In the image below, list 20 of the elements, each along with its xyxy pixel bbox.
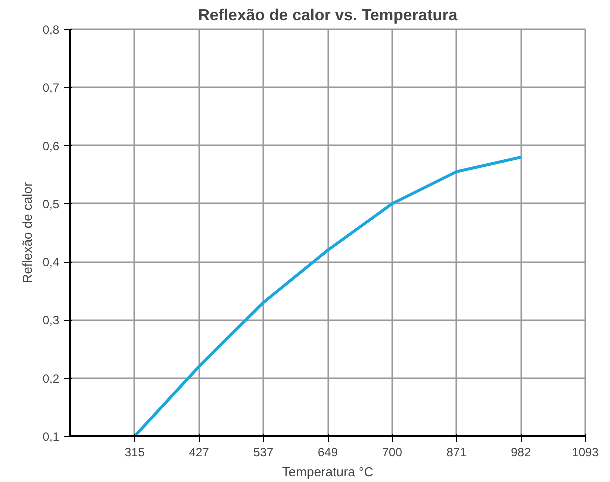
x-tick-label: 982: [511, 446, 532, 460]
x-tick-label: 649: [318, 446, 338, 460]
x-tick-label: 1093: [572, 446, 600, 460]
y-tick-label: 0,5: [42, 197, 60, 212]
x-tick-label: 537: [254, 446, 274, 460]
line-series: [133, 156, 523, 436]
y-tick-label: 0,2: [42, 372, 60, 386]
y-tick-label: 0,6: [42, 139, 60, 154]
x-tick-label: 871: [446, 446, 468, 460]
x-tick-label: 700: [382, 446, 403, 460]
y-tick-label: 0,4: [42, 256, 60, 270]
x-tick-label: 315: [124, 446, 146, 460]
y-tick-label: 0,3: [42, 314, 60, 328]
chart-title: Reflexão de calor vs. Temperatura: [198, 8, 458, 24]
y-tick-label: 0,7: [42, 81, 60, 96]
x-axis-title: Temperatura °C: [282, 464, 374, 480]
y-axis-title: Reflexão de calor: [20, 182, 35, 284]
y-tick-label: 0,1: [42, 430, 60, 444]
y-tick-label: 0,8: [42, 23, 60, 37]
x-tick-label: 427: [189, 446, 210, 460]
